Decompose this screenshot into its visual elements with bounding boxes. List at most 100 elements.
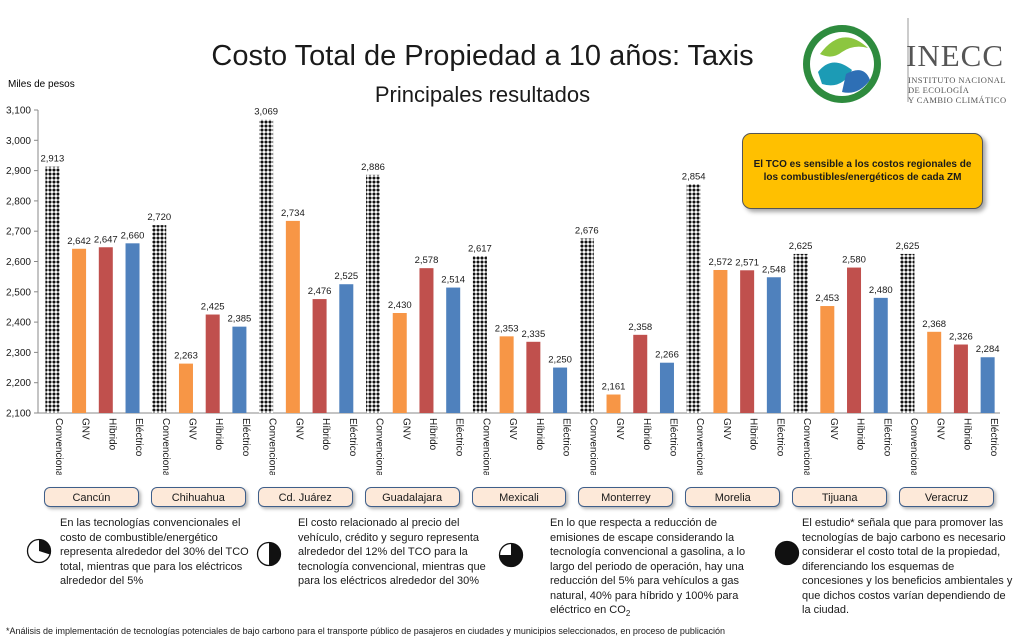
data-label: 3,069 <box>254 106 278 117</box>
bar-gnv <box>72 248 87 413</box>
data-label: 2,266 <box>655 350 679 361</box>
logo-subtitle-line: DE ECOLOGÍA <box>908 85 970 95</box>
x-tick-label: GNV <box>614 418 625 440</box>
callout-note: El TCO es sensible a los costos regional… <box>742 133 983 209</box>
bar-eléctrico <box>125 243 140 413</box>
x-tick-label: GNV <box>507 418 518 440</box>
logo-subtitle-line: Y CAMBIO CLIMÁTICO <box>908 95 1007 105</box>
city-label: Guadalajara <box>364 487 460 507</box>
y-tick-label: 2,200 <box>6 378 31 389</box>
data-label: 2,425 <box>201 302 225 313</box>
x-tick-label: Convencional <box>374 418 385 475</box>
data-label: 2,720 <box>147 212 171 223</box>
bar-eléctrico <box>980 357 995 413</box>
x-tick-label: Eléctrico <box>881 418 892 457</box>
data-label: 2,453 <box>815 293 839 304</box>
pie-slice <box>269 542 281 566</box>
y-tick-label: 2,700 <box>6 227 31 238</box>
bar-gnv <box>392 313 407 413</box>
note-text-body: El costo relacionado al precio del vehíc… <box>298 517 486 587</box>
pie-quarter-icon <box>26 538 52 564</box>
bar-híbrido <box>312 299 327 413</box>
data-label: 2,625 <box>896 241 920 252</box>
bar-eléctrico <box>659 362 674 413</box>
x-tick-label: Híbrido <box>427 418 438 451</box>
bar-gnv <box>713 269 728 413</box>
data-label: 2,358 <box>628 322 652 333</box>
logo-subtitle-line: INSTITUTO NACIONAL <box>908 75 1006 85</box>
city-label: Morelia <box>685 487 781 507</box>
data-label: 2,886 <box>361 162 385 173</box>
data-label: 2,250 <box>548 355 572 366</box>
page-subtitle: Principales resultados <box>374 82 591 107</box>
bar-convencional <box>472 256 487 413</box>
data-label: 2,617 <box>468 243 492 254</box>
data-label: 2,660 <box>121 230 145 241</box>
data-label: 2,913 <box>40 154 64 165</box>
data-label: 2,578 <box>415 255 439 266</box>
bar-convencional <box>45 166 60 413</box>
x-tick-label: Híbrido <box>320 418 331 451</box>
bar-gnv <box>927 331 942 413</box>
y-tick-label: 3,100 <box>6 106 31 117</box>
y-tick-label: 2,300 <box>6 348 31 359</box>
data-label: 2,580 <box>842 255 866 266</box>
x-tick-label: GNV <box>935 418 946 440</box>
data-label: 2,514 <box>441 275 465 286</box>
pie-slice <box>775 541 799 565</box>
x-tick-label: Híbrido <box>213 418 224 451</box>
note-text: En las tecnologías convencionales el cos… <box>60 517 249 587</box>
data-label: 2,161 <box>602 382 626 393</box>
y-tick-label: 2,400 <box>6 318 31 329</box>
data-label: 2,676 <box>575 225 599 236</box>
data-label: 2,353 <box>495 323 519 334</box>
bar-gnv <box>285 220 300 413</box>
pie-full-icon <box>774 540 800 566</box>
bar-convencional <box>900 253 915 413</box>
x-tick-label: Convencional <box>160 418 171 475</box>
x-tick-label: Eléctrico <box>454 418 465 457</box>
bar-híbrido <box>633 334 648 413</box>
bar-convencional <box>259 119 274 413</box>
note-text: El costo relacionado al precio del vehíc… <box>298 516 488 589</box>
bar-convencional <box>366 174 381 413</box>
inecc-logo <box>803 18 909 103</box>
x-tick-label: Híbrido <box>961 418 972 451</box>
y-tick-label: 2,600 <box>6 257 31 268</box>
city-label: Cancún <box>44 487 139 507</box>
x-tick-label: Eléctrico <box>774 418 785 457</box>
y-tick-label: 3,000 <box>6 136 31 147</box>
data-label: 2,480 <box>869 285 893 296</box>
data-label: 2,385 <box>228 314 252 325</box>
tco-bar-chart: 2,100 2,200 2,300 2,400 2,500 2,600 2,700 2,800… <box>6 106 1000 475</box>
note-text: En lo que respecta a reducción de emisio… <box>550 516 765 622</box>
data-label: 2,571 <box>735 257 759 268</box>
x-tick-label: GNV <box>186 418 197 440</box>
note-text-body: En lo que respecta a reducción de emisio… <box>550 517 746 616</box>
city-label: Monterrey <box>578 487 674 507</box>
x-tick-label: Eléctrico <box>347 418 358 457</box>
data-label: 2,525 <box>334 271 358 282</box>
bar-gnv <box>499 336 514 413</box>
x-tick-label: Eléctrico <box>133 418 144 457</box>
y-tick-label: 2,100 <box>6 409 31 420</box>
bar-convencional <box>793 253 808 413</box>
bar-híbrido <box>847 267 862 413</box>
data-label: 2,572 <box>709 257 733 268</box>
data-label: 2,284 <box>976 344 1000 355</box>
data-label: 2,430 <box>388 300 412 311</box>
data-label: 2,476 <box>308 286 332 297</box>
bar-híbrido <box>98 247 113 413</box>
note-text: El estudio* señala que para promover las… <box>802 517 1013 616</box>
x-tick-label: Eléctrico <box>240 418 251 457</box>
bar-gnv <box>178 363 193 413</box>
x-tick-label: Eléctrico <box>561 418 572 457</box>
city-label: Veracruz <box>899 487 994 507</box>
y-tick-label: 2,800 <box>6 196 31 207</box>
city-label: Cd. Juárez <box>257 487 353 507</box>
city-label: Tijuana <box>792 487 888 507</box>
data-label: 2,642 <box>67 236 91 247</box>
bar-convencional <box>579 238 594 413</box>
x-tick-label: GNV <box>721 418 732 440</box>
x-tick-label: GNV <box>293 418 304 440</box>
